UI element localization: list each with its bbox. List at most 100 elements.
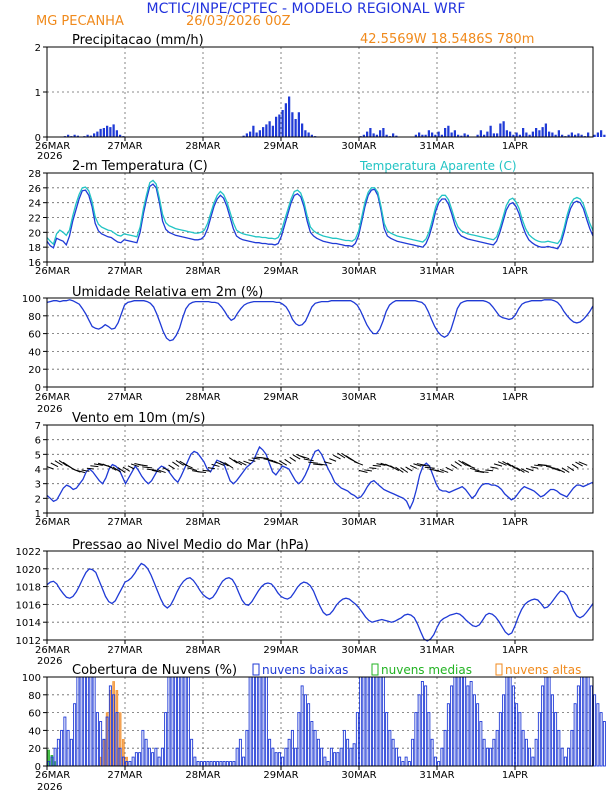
cloud-bar-nuvens-baixas bbox=[381, 676, 385, 767]
cloud-bar-nuvens-baixas bbox=[320, 747, 324, 767]
panel-frame bbox=[46, 550, 594, 641]
precip-bar bbox=[554, 134, 557, 137]
cloud-bar-nuvens-baixas bbox=[602, 721, 606, 767]
x-date-label: 29MAR bbox=[263, 392, 298, 403]
wind-barb bbox=[493, 463, 503, 467]
cloud-bar-nuvens-baixas bbox=[303, 694, 307, 767]
wind-barb bbox=[541, 464, 552, 467]
wind-barb bbox=[420, 464, 431, 467]
precip-bar bbox=[535, 128, 538, 137]
wind-barb bbox=[556, 467, 566, 473]
wind-barb bbox=[550, 467, 561, 472]
legend-label: nuvens medias bbox=[381, 663, 472, 677]
wind-barb bbox=[228, 457, 238, 464]
y-tick-label: 0 bbox=[35, 762, 41, 773]
precip-bar bbox=[502, 121, 505, 137]
x-date-label: 26MAR bbox=[35, 770, 70, 781]
panel-title-wind: Vento em 10m (m/s) bbox=[72, 411, 205, 426]
precip-bar bbox=[379, 130, 382, 137]
wind-barb bbox=[224, 462, 234, 469]
wind-barb bbox=[497, 461, 507, 466]
wind-barb bbox=[353, 461, 364, 466]
x-date-label: 31MAR bbox=[419, 266, 454, 277]
x-date-label: 1APR bbox=[502, 266, 528, 277]
precip-bar bbox=[450, 132, 453, 137]
cloud-bar-nuvens-baixas bbox=[316, 738, 320, 767]
precip-bar bbox=[515, 132, 518, 137]
cloud-bar-nuvens-baixas bbox=[463, 676, 467, 767]
cloud-bar-nuvens-baixas bbox=[469, 681, 473, 767]
cloud-bar-nuvens-baixas bbox=[372, 676, 376, 767]
precip-bar bbox=[557, 130, 560, 137]
x-date-label: 29MAR bbox=[263, 645, 298, 656]
wind-barb bbox=[400, 467, 409, 473]
precip-bar bbox=[444, 128, 447, 137]
cloud-bar-nuvens-baixas bbox=[420, 681, 424, 767]
wind-barb bbox=[369, 467, 377, 470]
y-tick-label: 5 bbox=[35, 450, 41, 461]
cloud-bar-nuvens-baixas bbox=[180, 676, 184, 767]
x-date-label: 28MAR bbox=[185, 266, 220, 277]
precip-bar bbox=[307, 132, 310, 137]
x-year-label: 2026 bbox=[37, 151, 62, 162]
precip-bar bbox=[437, 131, 440, 137]
wind-barb bbox=[450, 464, 458, 469]
wind-barb bbox=[259, 456, 269, 460]
cloud-bar-nuvens-baixas bbox=[362, 676, 366, 767]
cloud-bar-nuvens-baixas bbox=[232, 761, 236, 767]
x-date-label: 27MAR bbox=[107, 392, 142, 403]
cloud-bar-nuvens-baixas bbox=[56, 738, 60, 767]
precip-bar bbox=[570, 132, 573, 137]
cloud-bar-nuvens-baixas bbox=[368, 676, 372, 767]
y-tick-label: 2 bbox=[35, 43, 41, 54]
y-tick-label: 1016 bbox=[16, 600, 41, 611]
y-tick-label: 40 bbox=[28, 347, 41, 358]
cloud-bar-nuvens-baixas bbox=[206, 761, 210, 767]
precip-bar bbox=[561, 134, 564, 137]
header-coords: 42.5569W 18.5486S 780m bbox=[360, 32, 534, 47]
precip-bar bbox=[418, 132, 421, 137]
cloud-bar-nuvens-baixas bbox=[430, 738, 434, 767]
wind-barb bbox=[390, 465, 400, 472]
cloud-bar-nuvens-baixas bbox=[177, 676, 181, 767]
precip-bar bbox=[369, 128, 372, 137]
wind-barb bbox=[575, 461, 583, 467]
precip-bar bbox=[466, 134, 469, 137]
wind-barb bbox=[289, 456, 296, 462]
wind-barb bbox=[90, 465, 99, 468]
precip-bar bbox=[596, 132, 599, 137]
y-tick-label: 100 bbox=[22, 294, 41, 305]
precip-bar bbox=[375, 134, 378, 137]
cloud-bar-nuvens-baixas bbox=[485, 747, 489, 767]
x-date-label: 28MAR bbox=[185, 141, 220, 152]
cloud-bar-nuvens-baixas bbox=[154, 747, 158, 767]
wind-barb bbox=[202, 469, 211, 472]
cloud-bar-nuvens-baixas bbox=[459, 676, 463, 767]
x-date-label: 27MAR bbox=[107, 266, 142, 277]
cloud-bar-nuvens-baixas bbox=[203, 761, 207, 767]
x-date-label: 26MAR bbox=[35, 141, 70, 152]
cloud-bar-nuvens-baixas bbox=[128, 761, 132, 767]
cloud-bar-nuvens-baixas bbox=[518, 712, 522, 767]
wind-barb bbox=[76, 469, 86, 474]
x-date-label: 1APR bbox=[502, 141, 528, 152]
cloud-bar-nuvens-baixas bbox=[359, 676, 363, 767]
cloud-bar-nuvens-baixas bbox=[404, 756, 408, 767]
wind-barb bbox=[372, 464, 381, 467]
precip-bar bbox=[385, 134, 388, 137]
cloud-bar-nuvens-baixas bbox=[326, 761, 330, 767]
cloud-bar-nuvens-baixas bbox=[456, 676, 460, 767]
panel-frame bbox=[46, 297, 594, 388]
wind-barb bbox=[445, 466, 453, 472]
precip-bar bbox=[447, 125, 450, 137]
precip-bar bbox=[73, 134, 76, 137]
precip-bar bbox=[310, 134, 313, 137]
cloud-bar-nuvens-baixas bbox=[375, 676, 379, 767]
wind-barb bbox=[571, 463, 579, 469]
cloud-bar-nuvens-baixas bbox=[401, 761, 405, 767]
wind-barb bbox=[439, 468, 449, 473]
cloud-bar-nuvens-baixas bbox=[199, 761, 203, 767]
y-tick-label: 1022 bbox=[16, 547, 41, 558]
wind-barb bbox=[130, 463, 139, 468]
